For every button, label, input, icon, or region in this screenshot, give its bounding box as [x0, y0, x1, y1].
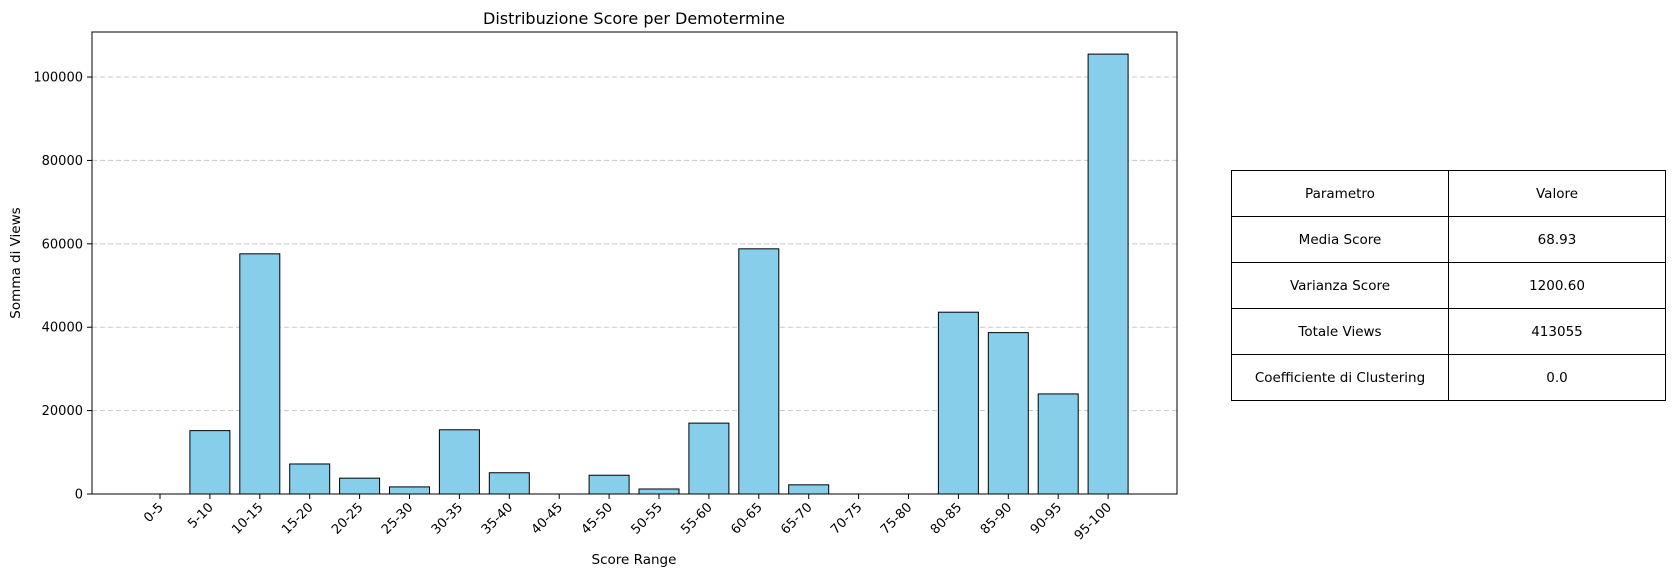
table-cell: 0.0 [1448, 354, 1666, 401]
bars [189, 53, 1129, 495]
table-row: Varianza Score 1200.60 [1231, 262, 1666, 309]
table-row: Totale Views 413055 [1231, 308, 1666, 355]
x-tick-label: 45-50 [579, 500, 616, 537]
x-tick-label: 85-90 [978, 500, 1015, 537]
x-axis-label: Score Range [592, 552, 677, 568]
table-header-cell: Parametro [1231, 170, 1449, 217]
summary-table: Parametro Valore Media Score 68.93 Varia… [1231, 170, 1666, 401]
x-tick-label: 95-100 [1072, 500, 1115, 543]
bar [189, 430, 231, 495]
bar [638, 488, 680, 495]
bar [289, 463, 331, 495]
table-cell: 1200.60 [1448, 262, 1666, 309]
table-row: Coefficiente di Clustering 0.0 [1231, 354, 1666, 401]
x-tick-label: 20-25 [329, 500, 366, 537]
x-tick-label: 80-85 [928, 500, 965, 537]
table-header-cell: Valore [1448, 170, 1666, 217]
x-tick-label: 5-10 [185, 500, 216, 531]
table-cell: Media Score [1231, 216, 1449, 263]
x-tick-label: 65-70 [778, 500, 815, 537]
x-tick-label: 40-45 [529, 500, 566, 537]
x-tick-label: 55-60 [678, 500, 715, 537]
table-cell: Totale Views [1231, 308, 1449, 355]
y-tick-label: 60000 [42, 237, 83, 252]
plot-frame [91, 31, 1178, 495]
bar [937, 311, 979, 495]
y-tick-label: 40000 [42, 321, 83, 336]
y-tick-label: 20000 [42, 404, 83, 419]
bar [438, 429, 480, 495]
table-cell: Varianza Score [1231, 262, 1449, 309]
bar [588, 474, 630, 495]
y-axis-label: Somma di Views [8, 207, 24, 318]
table-cell: 68.93 [1448, 216, 1666, 263]
x-tick-label: 75-80 [878, 500, 915, 537]
bar [239, 253, 281, 495]
table-row: Media Score 68.93 [1231, 216, 1666, 263]
x-tick-label: 0-5 [141, 500, 167, 526]
y-tick-label: 100000 [33, 71, 83, 86]
x-tick-label: 90-95 [1028, 500, 1065, 537]
x-tick-label: 35-40 [479, 500, 516, 537]
x-tick-label: 10-15 [229, 500, 266, 537]
y-axis-ticks: 0 20000 40000 60000 80000 100000 [33, 71, 92, 503]
bar [339, 477, 381, 495]
bar [1087, 53, 1129, 495]
bar [788, 484, 830, 495]
table-header-row: Parametro Valore [1231, 170, 1666, 217]
x-tick-label: 50-55 [629, 500, 666, 537]
bar [389, 486, 430, 495]
bar [1037, 393, 1079, 495]
x-tick-label: 30-35 [429, 500, 466, 537]
x-tick-label: 60-65 [728, 500, 765, 537]
x-axis-ticks: 0-5 5-10 10-15 15-20 20-25 25-30 30-35 35-40 40-… [141, 494, 1115, 543]
x-tick-label: 25-30 [379, 500, 416, 537]
bar [488, 472, 530, 495]
bar-chart: 0 20000 40000 60000 80000 100000 0-5 5-10 10-15… [8, 9, 1178, 568]
table-cell: 413055 [1448, 308, 1666, 355]
y-tick-label: 80000 [42, 154, 83, 169]
bar [987, 332, 1029, 495]
x-tick-label: 15-20 [279, 500, 316, 537]
bar [738, 248, 780, 495]
x-tick-label: 70-75 [828, 500, 865, 537]
y-tick-label: 0 [75, 488, 83, 503]
chart-title: Distribuzione Score per Demotermine [483, 9, 785, 28]
bar [688, 422, 730, 495]
table-cell: Coefficiente di Clustering [1231, 354, 1449, 401]
